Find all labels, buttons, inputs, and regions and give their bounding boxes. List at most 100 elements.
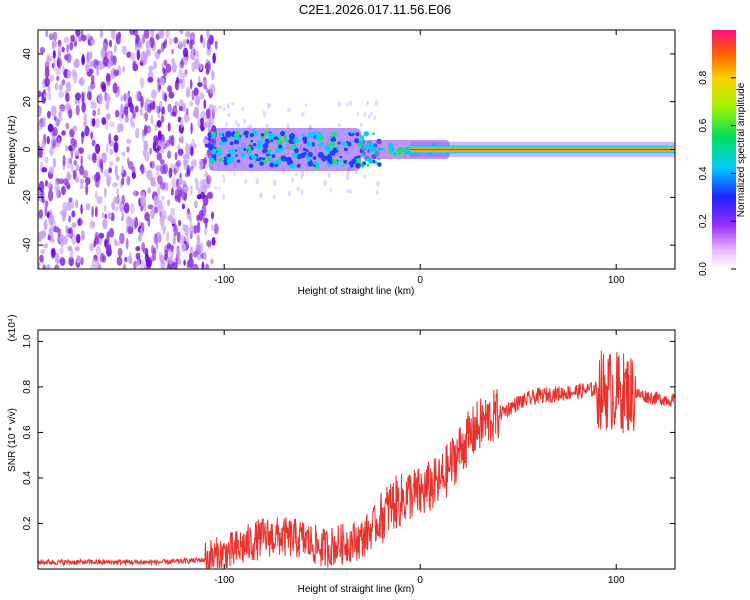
- noise-speckle: [101, 212, 105, 219]
- noise-speckle: [119, 111, 122, 123]
- noise-speckle: [71, 201, 74, 209]
- transition-blob: [379, 147, 383, 151]
- noise-speckle: [43, 243, 49, 249]
- noise-speckle: [39, 46, 46, 54]
- noise-speckle: [147, 76, 154, 83]
- noise-speckle: [156, 152, 162, 161]
- noise-speckle: [154, 199, 159, 206]
- broadband-blob: [368, 158, 373, 164]
- faint-speckle: [329, 187, 332, 193]
- noise-speckle: [165, 231, 170, 243]
- noise-speckle: [145, 49, 149, 59]
- noise-speckle: [56, 75, 60, 82]
- noise-speckle: [190, 146, 194, 157]
- noise-speckle: [64, 145, 70, 152]
- broadband-blob: [229, 156, 235, 162]
- noise-speckle: [133, 189, 137, 197]
- noise-speckle: [78, 217, 81, 227]
- faint-speckle: [233, 171, 236, 177]
- noise-speckle: [186, 38, 189, 45]
- noise-speckle: [210, 211, 214, 220]
- noise-speckle: [170, 111, 177, 117]
- broadband-blob: [323, 145, 327, 149]
- colorbar-gradient: [712, 30, 736, 269]
- noise-speckle: [203, 251, 207, 261]
- faint-speckle: [337, 101, 342, 108]
- noise-speckle: [71, 234, 77, 245]
- broadband-blob: [268, 159, 271, 163]
- noise-speckle: [167, 103, 172, 113]
- noise-speckle: [95, 60, 100, 66]
- snr-y-tick-label: 0.6: [22, 425, 33, 439]
- noise-speckle: [190, 122, 193, 135]
- noise-speckle: [101, 83, 107, 93]
- noise-speckle: [172, 233, 177, 245]
- noise-speckle: [159, 181, 166, 191]
- noise-speckle: [65, 81, 70, 91]
- noise-speckle: [189, 32, 196, 42]
- noise-speckle: [107, 50, 112, 60]
- noise-speckle: [76, 255, 81, 264]
- noise-speckle: [144, 112, 149, 122]
- transition-blob: [381, 147, 385, 151]
- noise-speckle: [81, 101, 86, 113]
- noise-speckle: [80, 155, 83, 167]
- noise-speckle: [50, 105, 57, 117]
- noise-speckle: [65, 122, 70, 130]
- broadband-blob: [218, 157, 224, 162]
- broadband-blob: [273, 136, 277, 140]
- noise-speckle: [38, 90, 42, 98]
- page-title: C2E1.2026.017.11.56.E06: [298, 2, 452, 17]
- noise-speckle: [135, 252, 141, 260]
- noise-speckle: [170, 217, 176, 224]
- broadband-blob: [285, 139, 290, 143]
- noise-speckle: [115, 188, 120, 195]
- noise-speckle: [177, 219, 182, 227]
- broadband-blob: [342, 141, 347, 147]
- noise-speckle: [124, 256, 128, 263]
- noise-speckle: [115, 35, 121, 45]
- broadband-blob: [266, 150, 270, 154]
- noise-speckle: [51, 248, 56, 257]
- noise-speckle: [193, 143, 197, 149]
- noise-speckle: [48, 33, 54, 41]
- broadband-blob: [302, 147, 307, 152]
- broadband-blob: [241, 152, 247, 158]
- noise-speckle: [98, 93, 103, 105]
- faint-speckle: [300, 171, 305, 178]
- noise-speckle: [189, 79, 193, 90]
- noise-speckle: [89, 60, 94, 68]
- noise-speckle: [115, 241, 121, 247]
- broadband-blob: [243, 130, 249, 136]
- faint-speckle: [243, 118, 247, 125]
- noise-speckle: [75, 199, 79, 209]
- noise-speckle: [184, 224, 189, 236]
- noise-speckle: [75, 164, 80, 172]
- noise-speckle: [107, 212, 113, 220]
- noise-speckle: [45, 30, 48, 38]
- noise-speckle: [117, 123, 121, 134]
- broadband-blob: [238, 146, 242, 150]
- noise-speckle: [171, 261, 178, 269]
- spectrogram-ticks: -100 0 100 -40 -20 0 20 40: [22, 30, 675, 286]
- noise-speckle: [49, 208, 53, 216]
- broadband-blob: [229, 141, 234, 146]
- broadband-blob: [366, 163, 370, 167]
- noise-speckle: [102, 218, 108, 230]
- faint-speckle: [348, 100, 353, 107]
- broadband-blob: [210, 131, 216, 137]
- noise-speckle: [127, 96, 133, 107]
- broadband-blob: [301, 133, 305, 137]
- noise-speckle: [189, 39, 193, 50]
- noise-speckle: [52, 49, 56, 59]
- noise-speckle: [125, 237, 129, 250]
- noise-speckle: [96, 256, 100, 268]
- broadband-blob: [252, 142, 257, 147]
- noise-speckle: [140, 260, 146, 269]
- noise-speckle: [156, 184, 161, 197]
- faint-speckle: [291, 176, 294, 183]
- noise-speckle: [154, 123, 158, 131]
- noise-speckle: [109, 148, 114, 155]
- transition-blob: [369, 147, 372, 151]
- noise-speckle: [167, 122, 171, 132]
